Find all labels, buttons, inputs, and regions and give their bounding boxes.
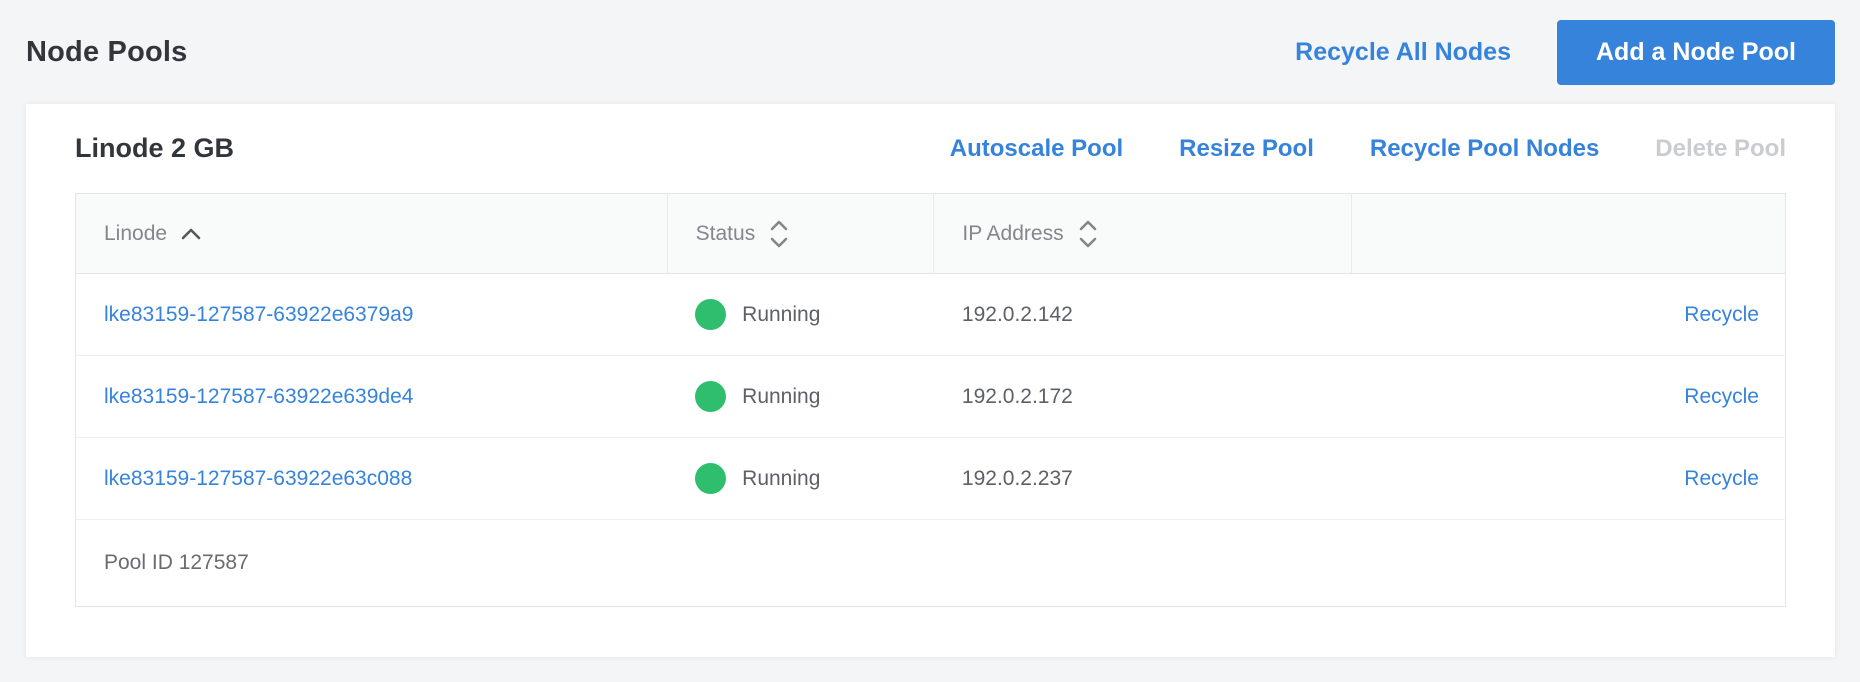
ip-address: 192.0.2.237 (933, 437, 1352, 520)
header-actions: Recycle All Nodes Add a Node Pool (1295, 19, 1835, 85)
column-header-actions (1351, 193, 1786, 274)
column-header-linode[interactable]: Linode (75, 193, 668, 274)
status-label: Running (742, 302, 821, 326)
node-link[interactable]: lke83159-127587-63922e6379a9 (104, 302, 414, 326)
column-header-status[interactable]: Status (667, 193, 935, 274)
recycle-node-button[interactable]: Recycle (1684, 466, 1759, 490)
autoscale-pool-button[interactable]: Autoscale Pool (949, 134, 1124, 162)
pool-id-row: Pool ID 127587 (75, 519, 1786, 607)
status-label: Running (742, 466, 821, 490)
chevron-up-down-icon[interactable] (768, 217, 790, 251)
status-running-icon (695, 381, 727, 412)
table-header-row: Linode Status (75, 193, 1786, 274)
node-link[interactable]: lke83159-127587-63922e63c088 (104, 466, 413, 490)
node-pools-header: Node Pools Recycle All Nodes Add a Node … (0, 0, 1860, 104)
node-pool-card: Linode 2 GB Autoscale Pool Resize Pool R… (26, 104, 1835, 657)
table-row: lke83159-127587-63922e6379a9 Running 192… (75, 273, 1786, 356)
recycle-node-button[interactable]: Recycle (1684, 302, 1759, 326)
pool-card-header: Linode 2 GB Autoscale Pool Resize Pool R… (26, 104, 1835, 193)
pool-id-label: Pool ID 127587 (75, 519, 1786, 607)
node-link[interactable]: lke83159-127587-63922e639de4 (104, 384, 414, 408)
status-running-icon (695, 463, 727, 494)
chevron-up-down-icon[interactable] (1077, 217, 1099, 251)
column-header-linode-label: Linode (104, 221, 168, 245)
table-row: lke83159-127587-63922e639de4 Running 192… (75, 355, 1786, 438)
resize-pool-button[interactable]: Resize Pool (1179, 134, 1314, 162)
recycle-node-button[interactable]: Recycle (1684, 384, 1759, 408)
pool-title: Linode 2 GB (75, 133, 235, 163)
status-running-icon (695, 299, 727, 330)
page-title: Node Pools (26, 35, 188, 68)
delete-pool-button: Delete Pool (1655, 134, 1786, 162)
table-row: lke83159-127587-63922e63c088 Running 192… (75, 437, 1786, 520)
column-header-status-label: Status (695, 221, 756, 245)
sort-ascending-icon[interactable] (180, 227, 202, 240)
ip-address: 192.0.2.172 (933, 355, 1352, 438)
column-header-ip-address[interactable]: IP Address (933, 193, 1352, 274)
status-label: Running (742, 384, 821, 408)
recycle-all-nodes-button[interactable]: Recycle All Nodes (1295, 37, 1511, 66)
add-node-pool-button[interactable]: Add a Node Pool (1557, 19, 1835, 85)
column-header-ip-label: IP Address (962, 221, 1064, 245)
pool-actions: Autoscale Pool Resize Pool Recycle Pool … (950, 135, 1786, 163)
nodes-table: Linode Status (75, 193, 1786, 607)
recycle-pool-nodes-button[interactable]: Recycle Pool Nodes (1369, 134, 1600, 162)
ip-address: 192.0.2.142 (933, 273, 1352, 356)
